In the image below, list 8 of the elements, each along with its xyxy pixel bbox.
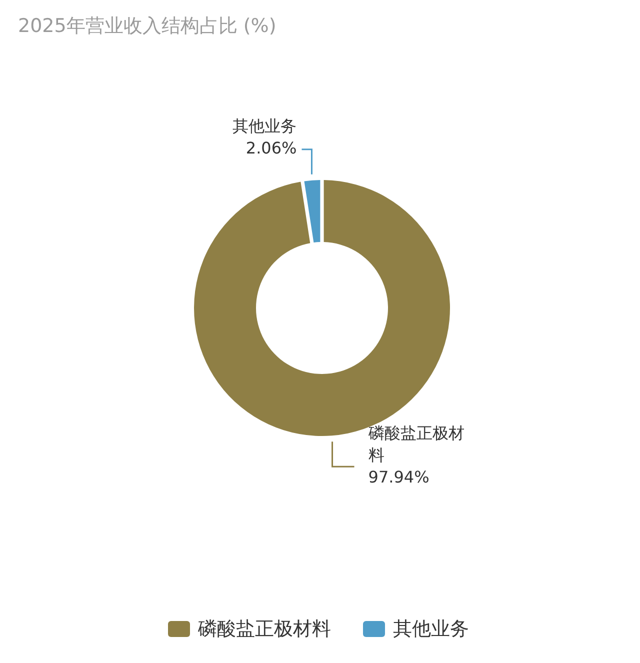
chart-title: 2025年营业收入结构占比 (%)	[18, 15, 276, 37]
donut-slice	[304, 180, 320, 243]
legend-label: 其他业务	[393, 618, 469, 640]
slice-label: 其他业务	[232, 116, 297, 136]
legend-label: 磷酸盐正极材料	[197, 618, 331, 640]
data-label: 2.06%	[246, 138, 297, 158]
slice-label: 磷酸盐正极材料	[367, 424, 464, 465]
data-label: 97.94%	[368, 468, 430, 487]
